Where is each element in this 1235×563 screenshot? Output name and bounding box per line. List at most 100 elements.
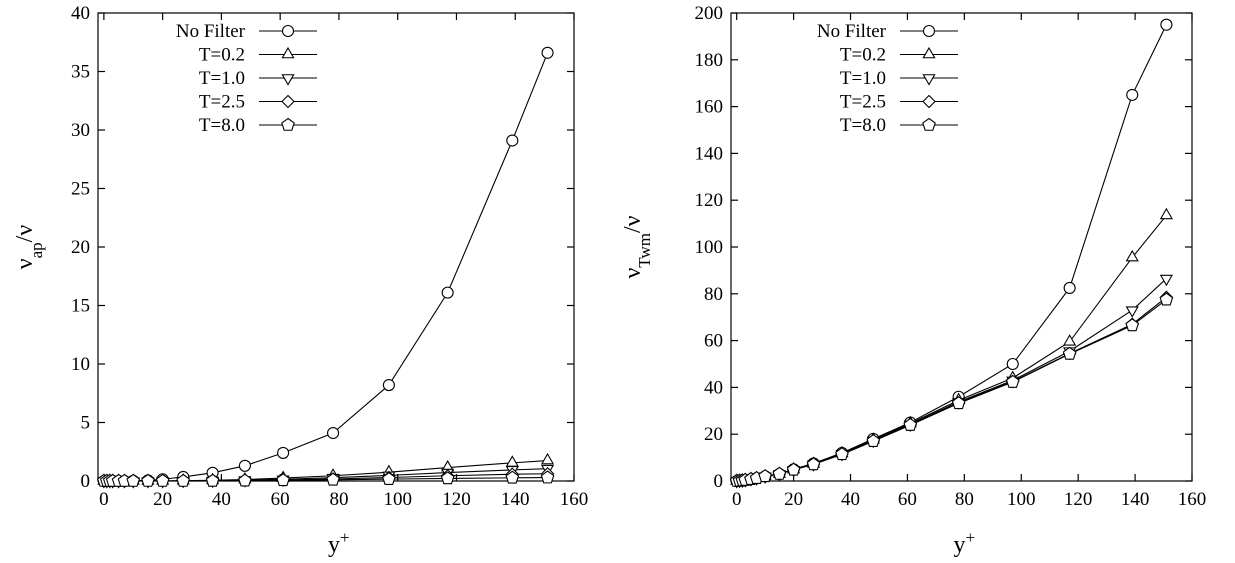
data-point bbox=[541, 46, 554, 59]
x-tick-label: 40 bbox=[212, 489, 231, 510]
y-axis-label-tail: /ν bbox=[620, 215, 646, 233]
data-point bbox=[277, 446, 290, 459]
y-tick-label: 40 bbox=[704, 377, 723, 398]
series-t-1-0 bbox=[730, 274, 1173, 489]
series-t-8-0 bbox=[729, 292, 1174, 487]
legend-label: No Filter bbox=[176, 21, 246, 42]
x-tick-label: 160 bbox=[560, 489, 589, 510]
data-point bbox=[155, 473, 170, 487]
series-line bbox=[736, 215, 1167, 482]
data-point bbox=[1125, 306, 1139, 318]
x-tick-label: 140 bbox=[501, 489, 530, 510]
data-point bbox=[1063, 334, 1077, 346]
data-point bbox=[1126, 88, 1139, 101]
data-point bbox=[382, 471, 396, 485]
legend-marker bbox=[281, 46, 295, 59]
y-axis-label-sub: Twm bbox=[635, 233, 654, 268]
y-axis-label: νTwm/ν bbox=[620, 215, 654, 278]
data-point bbox=[1159, 292, 1174, 306]
y-tick-label: 25 bbox=[71, 179, 90, 200]
data-point bbox=[758, 469, 772, 483]
data-point bbox=[441, 286, 454, 299]
y-tick-label: 20 bbox=[704, 424, 723, 445]
y-tick-label: 100 bbox=[695, 237, 724, 258]
y-tick-label: 120 bbox=[695, 190, 724, 211]
legend-label: No Filter bbox=[817, 21, 887, 42]
series-t-0-2 bbox=[730, 207, 1173, 485]
chart-left: 0 20 40 60 80 100 120 140 160 0 5 10 15 20 25 30 35 40 y+ ν… bbox=[12, 3, 588, 558]
y-axis-label-sub: ap bbox=[27, 242, 46, 258]
legend-marker bbox=[922, 94, 936, 109]
y-axis-label-main: ν bbox=[12, 258, 38, 269]
y-tick-label: 60 bbox=[704, 331, 723, 352]
series-t-8-0 bbox=[97, 470, 555, 487]
legend-label: T=0.2 bbox=[840, 45, 886, 66]
data-point bbox=[276, 473, 290, 487]
data-point bbox=[786, 462, 801, 476]
legend-label: T=2.5 bbox=[840, 92, 886, 113]
data-point bbox=[903, 417, 918, 431]
data-point bbox=[806, 457, 821, 471]
data-point bbox=[540, 452, 555, 465]
legend: No Filter T=0.2T=1.0 T=2.5T=8.0 bbox=[176, 21, 317, 136]
x-tick-label: 160 bbox=[1178, 489, 1207, 510]
x-tick-label: 120 bbox=[1064, 489, 1093, 510]
y-axis-label: νap/ν bbox=[12, 225, 46, 270]
data-point bbox=[440, 471, 455, 485]
data-point bbox=[238, 459, 251, 472]
y-tick-label: 0 bbox=[714, 471, 724, 492]
series-line bbox=[736, 24, 1167, 482]
series-no-filter bbox=[730, 18, 1173, 488]
y-tick-label: 20 bbox=[71, 237, 90, 258]
legend-label: T=1.0 bbox=[199, 68, 245, 89]
series-no-filter bbox=[97, 46, 554, 488]
x-tick-label: 60 bbox=[271, 489, 290, 510]
y-tick-label: 5 bbox=[81, 413, 91, 434]
data-point bbox=[1006, 357, 1019, 371]
legend-marker bbox=[922, 117, 936, 131]
data-point bbox=[1125, 249, 1139, 262]
data-point bbox=[327, 426, 340, 440]
legend: No Filter T=0.2T=1.0 T=2.5T=8.0 bbox=[817, 21, 958, 136]
chart-right: 0 20 40 60 80 100 120 140 160 0 20 40 60 80 100 120 140 1… bbox=[620, 3, 1206, 558]
plot-frame bbox=[730, 12, 1193, 482]
y-axis-label-tail: /ν bbox=[12, 225, 38, 243]
y-tick-label: 0 bbox=[81, 471, 91, 492]
y-tick-label: 180 bbox=[695, 50, 724, 71]
x-tick-label: 20 bbox=[153, 489, 172, 510]
x-axis-label-sup: + bbox=[340, 528, 350, 547]
plot-frame bbox=[97, 12, 575, 482]
series-t-2-5 bbox=[729, 290, 1174, 488]
y-tick-label: 140 bbox=[695, 143, 724, 164]
y-axis-label-main: ν bbox=[620, 268, 646, 279]
legend-marker bbox=[281, 117, 295, 131]
legend-marker bbox=[281, 74, 295, 86]
y-tick-label: 30 bbox=[71, 120, 90, 141]
data-point bbox=[951, 396, 966, 410]
y-tick-label: 200 bbox=[695, 3, 724, 24]
x-tick-label: 100 bbox=[383, 489, 412, 510]
y-tick-label: 160 bbox=[695, 97, 724, 118]
data-point bbox=[772, 466, 787, 480]
x-tick-label: 40 bbox=[841, 489, 860, 510]
legend-label: T=2.5 bbox=[199, 92, 245, 113]
data-point bbox=[382, 379, 395, 392]
series-line bbox=[736, 299, 1167, 482]
x-tick-label: 0 bbox=[732, 489, 742, 510]
y-tick-label: 35 bbox=[71, 62, 90, 83]
x-tick-label: 0 bbox=[99, 489, 109, 510]
data-point bbox=[540, 470, 555, 484]
data-point bbox=[1063, 281, 1076, 295]
y-tick-label: 10 bbox=[71, 354, 90, 375]
data-point bbox=[1062, 346, 1077, 360]
series-line bbox=[736, 296, 1167, 482]
data-point bbox=[326, 472, 340, 486]
series-line bbox=[103, 52, 549, 482]
data-point bbox=[238, 473, 252, 487]
x-tick-label: 20 bbox=[784, 489, 803, 510]
y-tick-label: 80 bbox=[704, 284, 723, 305]
legend-label: T=1.0 bbox=[840, 68, 886, 89]
x-axis-label: y+ bbox=[954, 528, 976, 559]
data-point bbox=[505, 470, 520, 484]
